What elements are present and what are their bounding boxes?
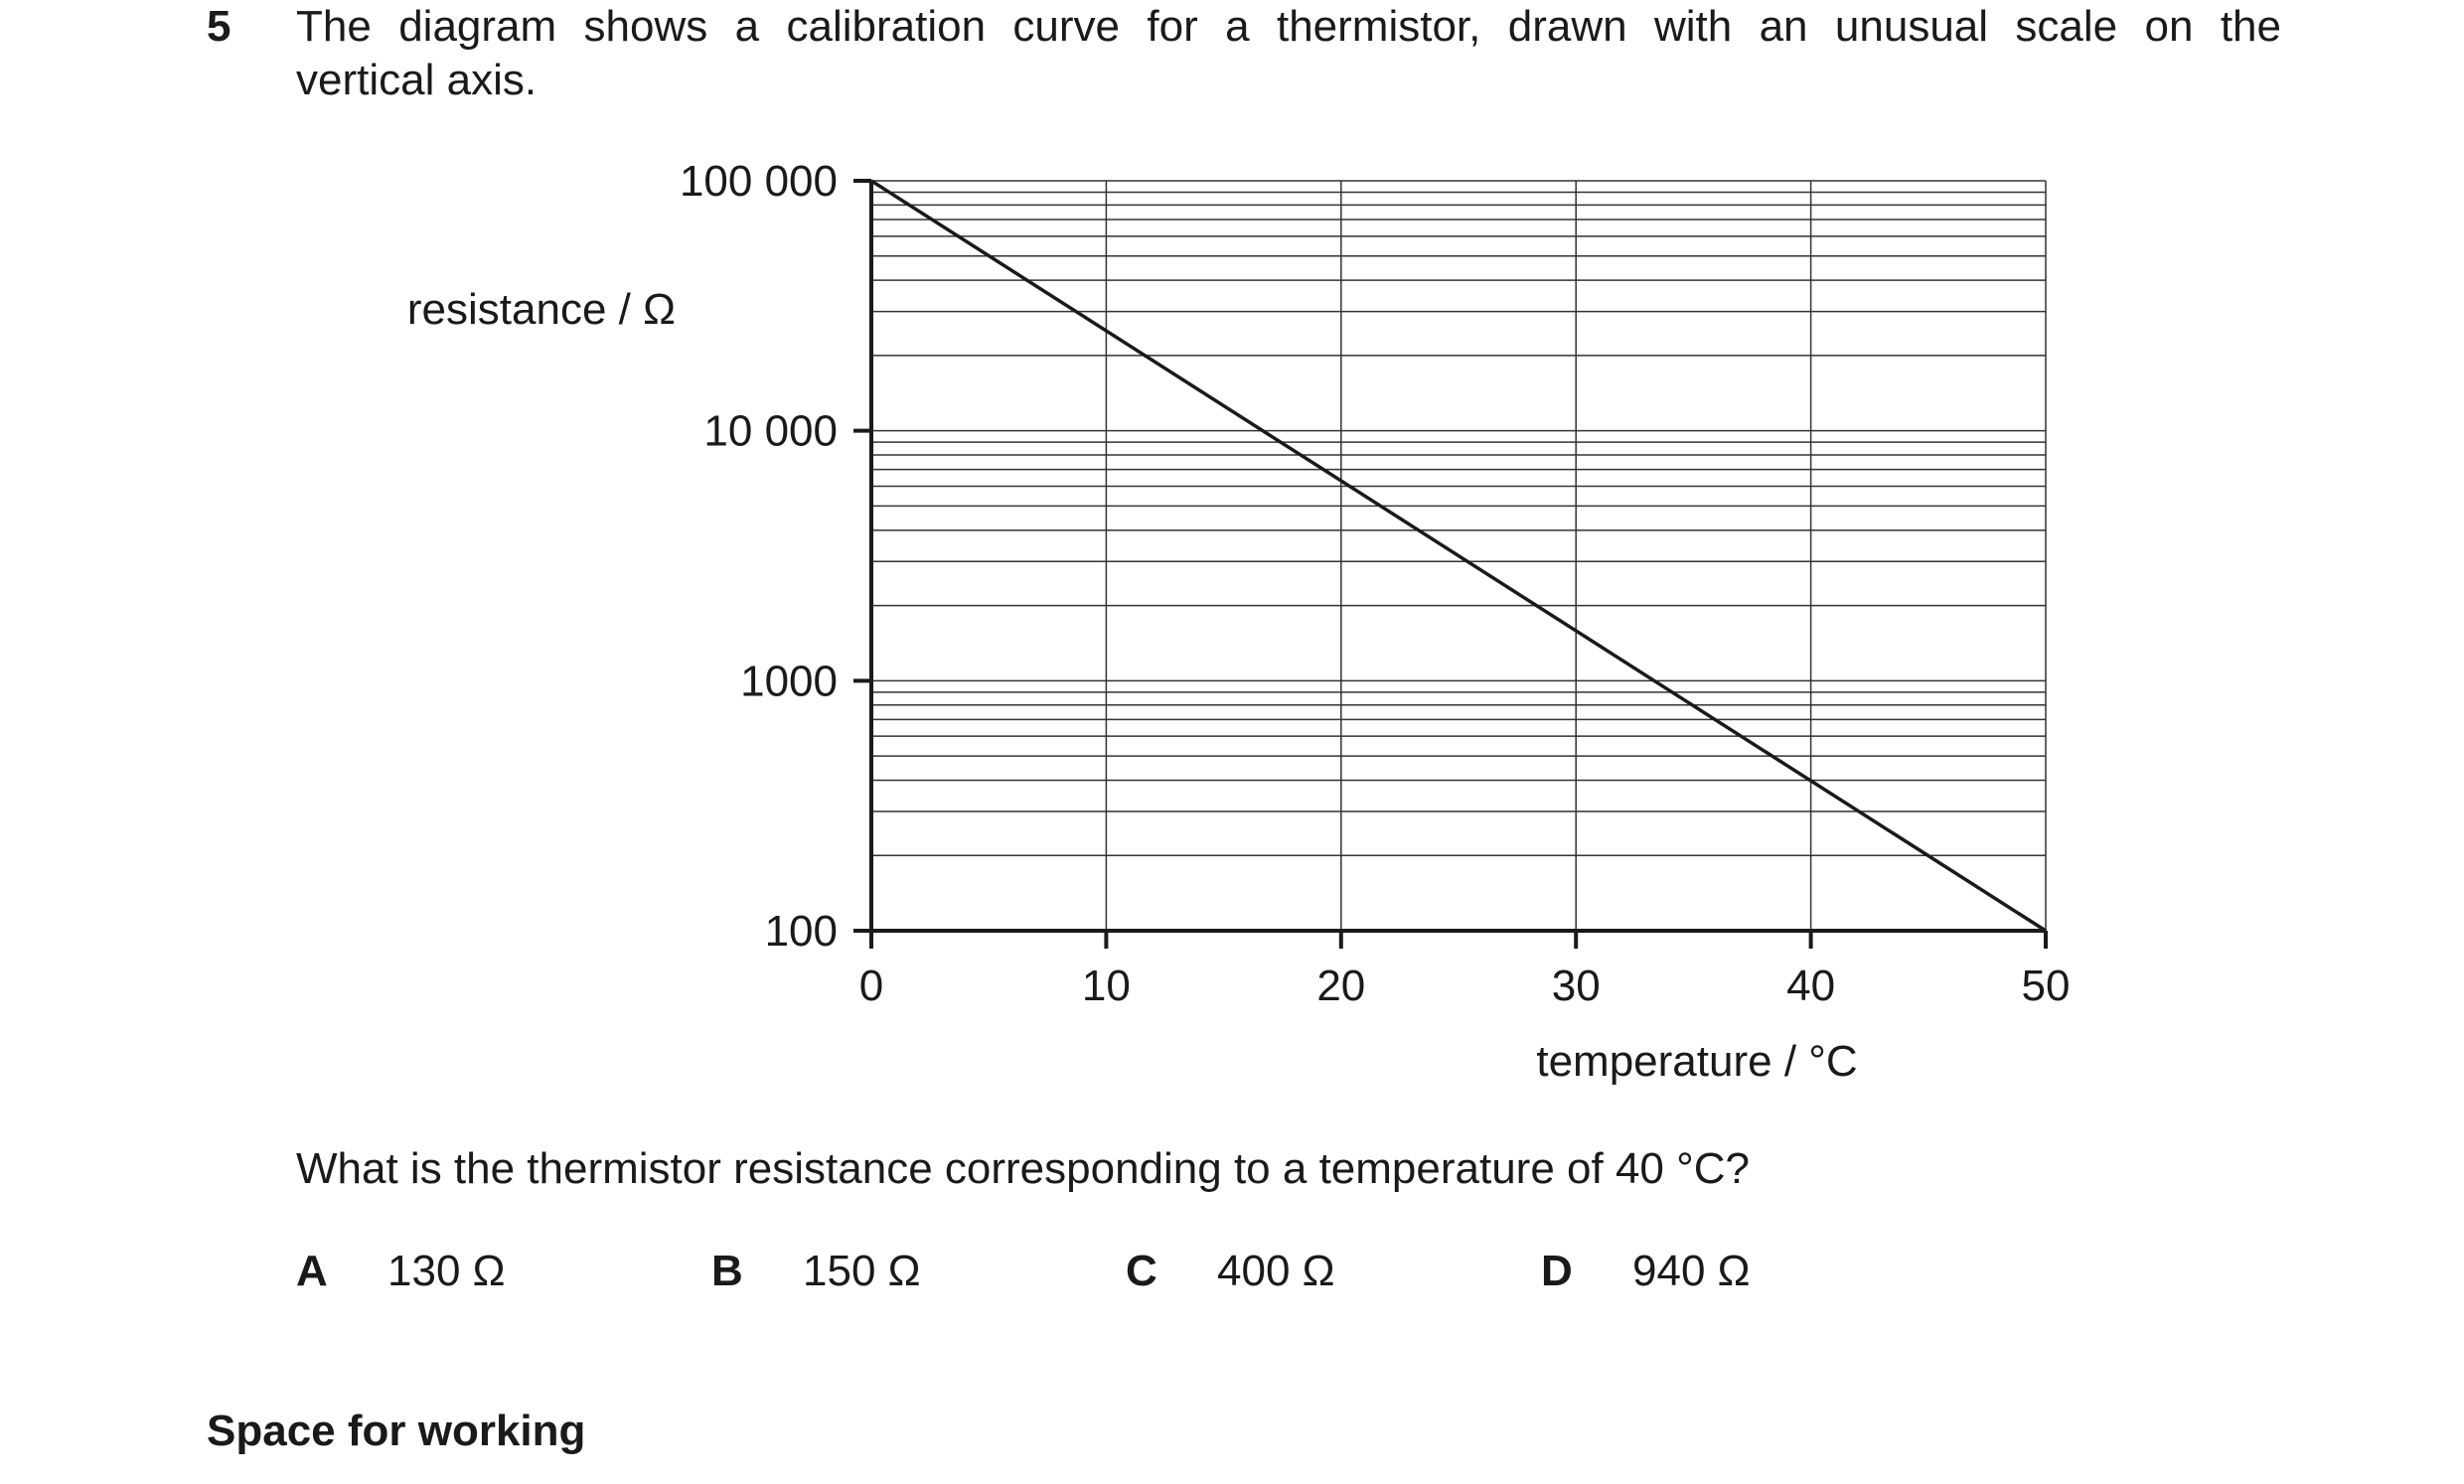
x-axis-label: temperature / °C xyxy=(1536,1037,1857,1086)
option-c-text: 400 Ω xyxy=(1217,1247,1335,1295)
calibration-line xyxy=(870,179,2047,933)
option-d-text: 940 Ω xyxy=(1632,1247,1751,1295)
option-c[interactable]: C 400 Ω xyxy=(1126,1245,1335,1298)
option-a-text: 130 Ω xyxy=(387,1247,506,1295)
y-tick-label: 1000 xyxy=(740,657,838,705)
x-tick-label: 30 xyxy=(1552,962,1601,1010)
y-tick-label: 100 000 xyxy=(680,157,838,206)
x-tick-label: 50 xyxy=(2022,962,2071,1010)
grid-minor-lines xyxy=(871,191,2046,856)
x-tick-label: 20 xyxy=(1316,962,1365,1010)
question-number: 5 xyxy=(207,2,231,51)
y-tick-label: 10 000 xyxy=(703,407,838,456)
option-d[interactable]: D 940 Ω xyxy=(1541,1245,1751,1298)
question-stem: The diagram shows a calibration curve fo… xyxy=(296,0,2281,107)
calibration-series xyxy=(870,179,2047,933)
x-tick-label: 0 xyxy=(859,962,883,1010)
y-axis-ticks: 100 1000 10 000 100 000 xyxy=(680,157,871,956)
option-d-letter: D xyxy=(1541,1247,1573,1295)
option-a[interactable]: A 130 Ω xyxy=(296,1245,506,1298)
option-b[interactable]: B 150 Ω xyxy=(711,1245,921,1298)
y-tick-label: 100 xyxy=(765,907,838,956)
x-axis-ticks: 0 10 20 30 40 50 xyxy=(859,931,2071,1010)
question-stem-line-2: vertical axis. xyxy=(296,56,538,104)
question-stem-line-1: The diagram shows a calibration curve fo… xyxy=(296,2,2281,51)
option-a-letter: A xyxy=(296,1247,328,1295)
option-c-letter: C xyxy=(1126,1247,1157,1295)
working-space-label: Space for working xyxy=(207,1407,586,1455)
option-b-text: 150 Ω xyxy=(803,1247,921,1295)
x-tick-label: 10 xyxy=(1082,962,1131,1010)
y-axis-label: resistance / Ω xyxy=(407,285,676,334)
question-prompt: What is the thermistor resistance corres… xyxy=(296,1144,1750,1193)
x-tick-label: 40 xyxy=(1786,962,1835,1010)
option-b-letter: B xyxy=(711,1247,743,1295)
